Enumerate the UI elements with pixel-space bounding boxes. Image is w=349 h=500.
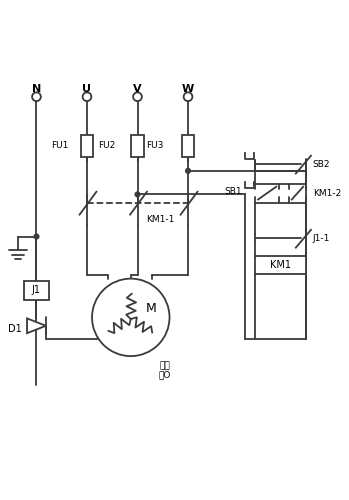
Text: M: M xyxy=(146,302,156,316)
Text: KM1: KM1 xyxy=(270,260,291,270)
Text: N: N xyxy=(32,84,41,94)
Circle shape xyxy=(92,278,170,356)
Text: FU3: FU3 xyxy=(147,141,164,150)
Polygon shape xyxy=(27,318,46,333)
Circle shape xyxy=(135,192,140,197)
Bar xyxy=(131,134,144,156)
Text: 点O: 点O xyxy=(158,370,171,379)
Text: U: U xyxy=(82,84,91,94)
Text: V: V xyxy=(133,84,142,94)
Text: D1: D1 xyxy=(8,324,21,334)
Text: KM1-2: KM1-2 xyxy=(313,189,341,198)
Circle shape xyxy=(34,234,39,239)
Text: FU2: FU2 xyxy=(98,141,116,150)
Text: J1: J1 xyxy=(32,286,41,296)
Text: 中性: 中性 xyxy=(159,362,170,370)
Bar xyxy=(24,280,49,300)
Bar xyxy=(181,134,194,156)
Circle shape xyxy=(186,168,191,173)
Text: SB1: SB1 xyxy=(224,187,242,196)
Text: KM1-1: KM1-1 xyxy=(146,215,174,224)
Text: FU1: FU1 xyxy=(51,141,68,150)
Bar xyxy=(81,134,94,156)
Text: SB2: SB2 xyxy=(313,160,330,168)
Text: J1-1: J1-1 xyxy=(313,234,330,242)
Bar xyxy=(255,256,306,274)
Text: W: W xyxy=(182,84,194,94)
